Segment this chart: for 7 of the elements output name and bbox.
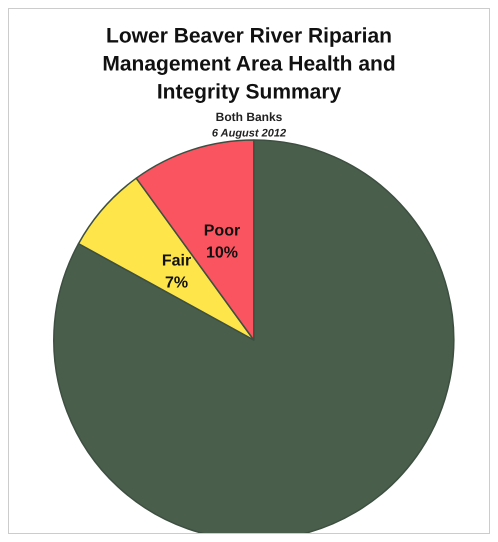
data-label: 7% (164, 274, 188, 292)
chart-subtitle: Both Banks (216, 110, 283, 124)
chart-title: Lower Beaver River Riparian Management Area Health and Integrity Summary (102, 24, 396, 104)
data-label: 10% (206, 244, 238, 262)
slice-label: Fair (162, 252, 192, 270)
slice-label: Poor (204, 222, 240, 240)
text: 6 August 2012 (212, 128, 286, 140)
